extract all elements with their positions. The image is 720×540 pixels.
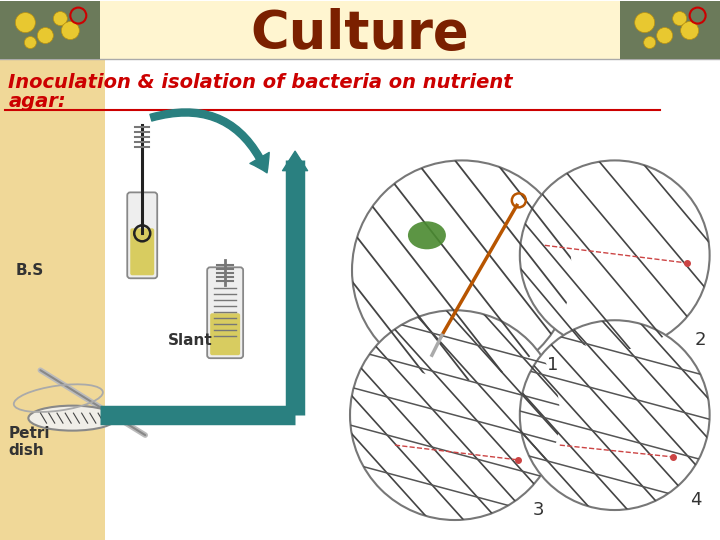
- Circle shape: [37, 28, 53, 44]
- Text: 3: 3: [533, 501, 544, 519]
- Circle shape: [520, 160, 710, 350]
- Text: 1: 1: [546, 356, 558, 374]
- Text: Slant: Slant: [168, 333, 213, 348]
- Text: agar:: agar:: [9, 92, 66, 111]
- Text: Petri
dish: Petri dish: [9, 426, 50, 458]
- FancyArrowPatch shape: [282, 151, 307, 173]
- FancyBboxPatch shape: [1, 1, 100, 58]
- Circle shape: [644, 37, 656, 49]
- FancyBboxPatch shape: [1, 58, 105, 540]
- Text: 4: 4: [690, 491, 701, 509]
- FancyArrowPatch shape: [150, 109, 269, 173]
- Text: 2: 2: [695, 331, 706, 349]
- Circle shape: [520, 320, 710, 510]
- Circle shape: [672, 11, 687, 25]
- Circle shape: [15, 12, 35, 32]
- Circle shape: [657, 28, 672, 44]
- Circle shape: [53, 11, 68, 25]
- FancyBboxPatch shape: [210, 313, 240, 355]
- Text: B.S: B.S: [15, 264, 44, 278]
- FancyBboxPatch shape: [620, 1, 719, 58]
- FancyBboxPatch shape: [207, 267, 243, 358]
- FancyBboxPatch shape: [130, 228, 154, 275]
- Circle shape: [680, 22, 698, 39]
- Ellipse shape: [28, 406, 116, 430]
- FancyBboxPatch shape: [127, 192, 157, 278]
- Circle shape: [635, 12, 654, 32]
- Circle shape: [24, 37, 36, 49]
- Text: Inoculation & isolation of bacteria on nutrient: Inoculation & isolation of bacteria on n…: [9, 72, 513, 91]
- Circle shape: [352, 160, 572, 380]
- FancyBboxPatch shape: [1, 1, 719, 58]
- Circle shape: [61, 22, 79, 39]
- Ellipse shape: [408, 221, 446, 249]
- Circle shape: [350, 310, 559, 520]
- Text: Culture: Culture: [251, 8, 469, 59]
